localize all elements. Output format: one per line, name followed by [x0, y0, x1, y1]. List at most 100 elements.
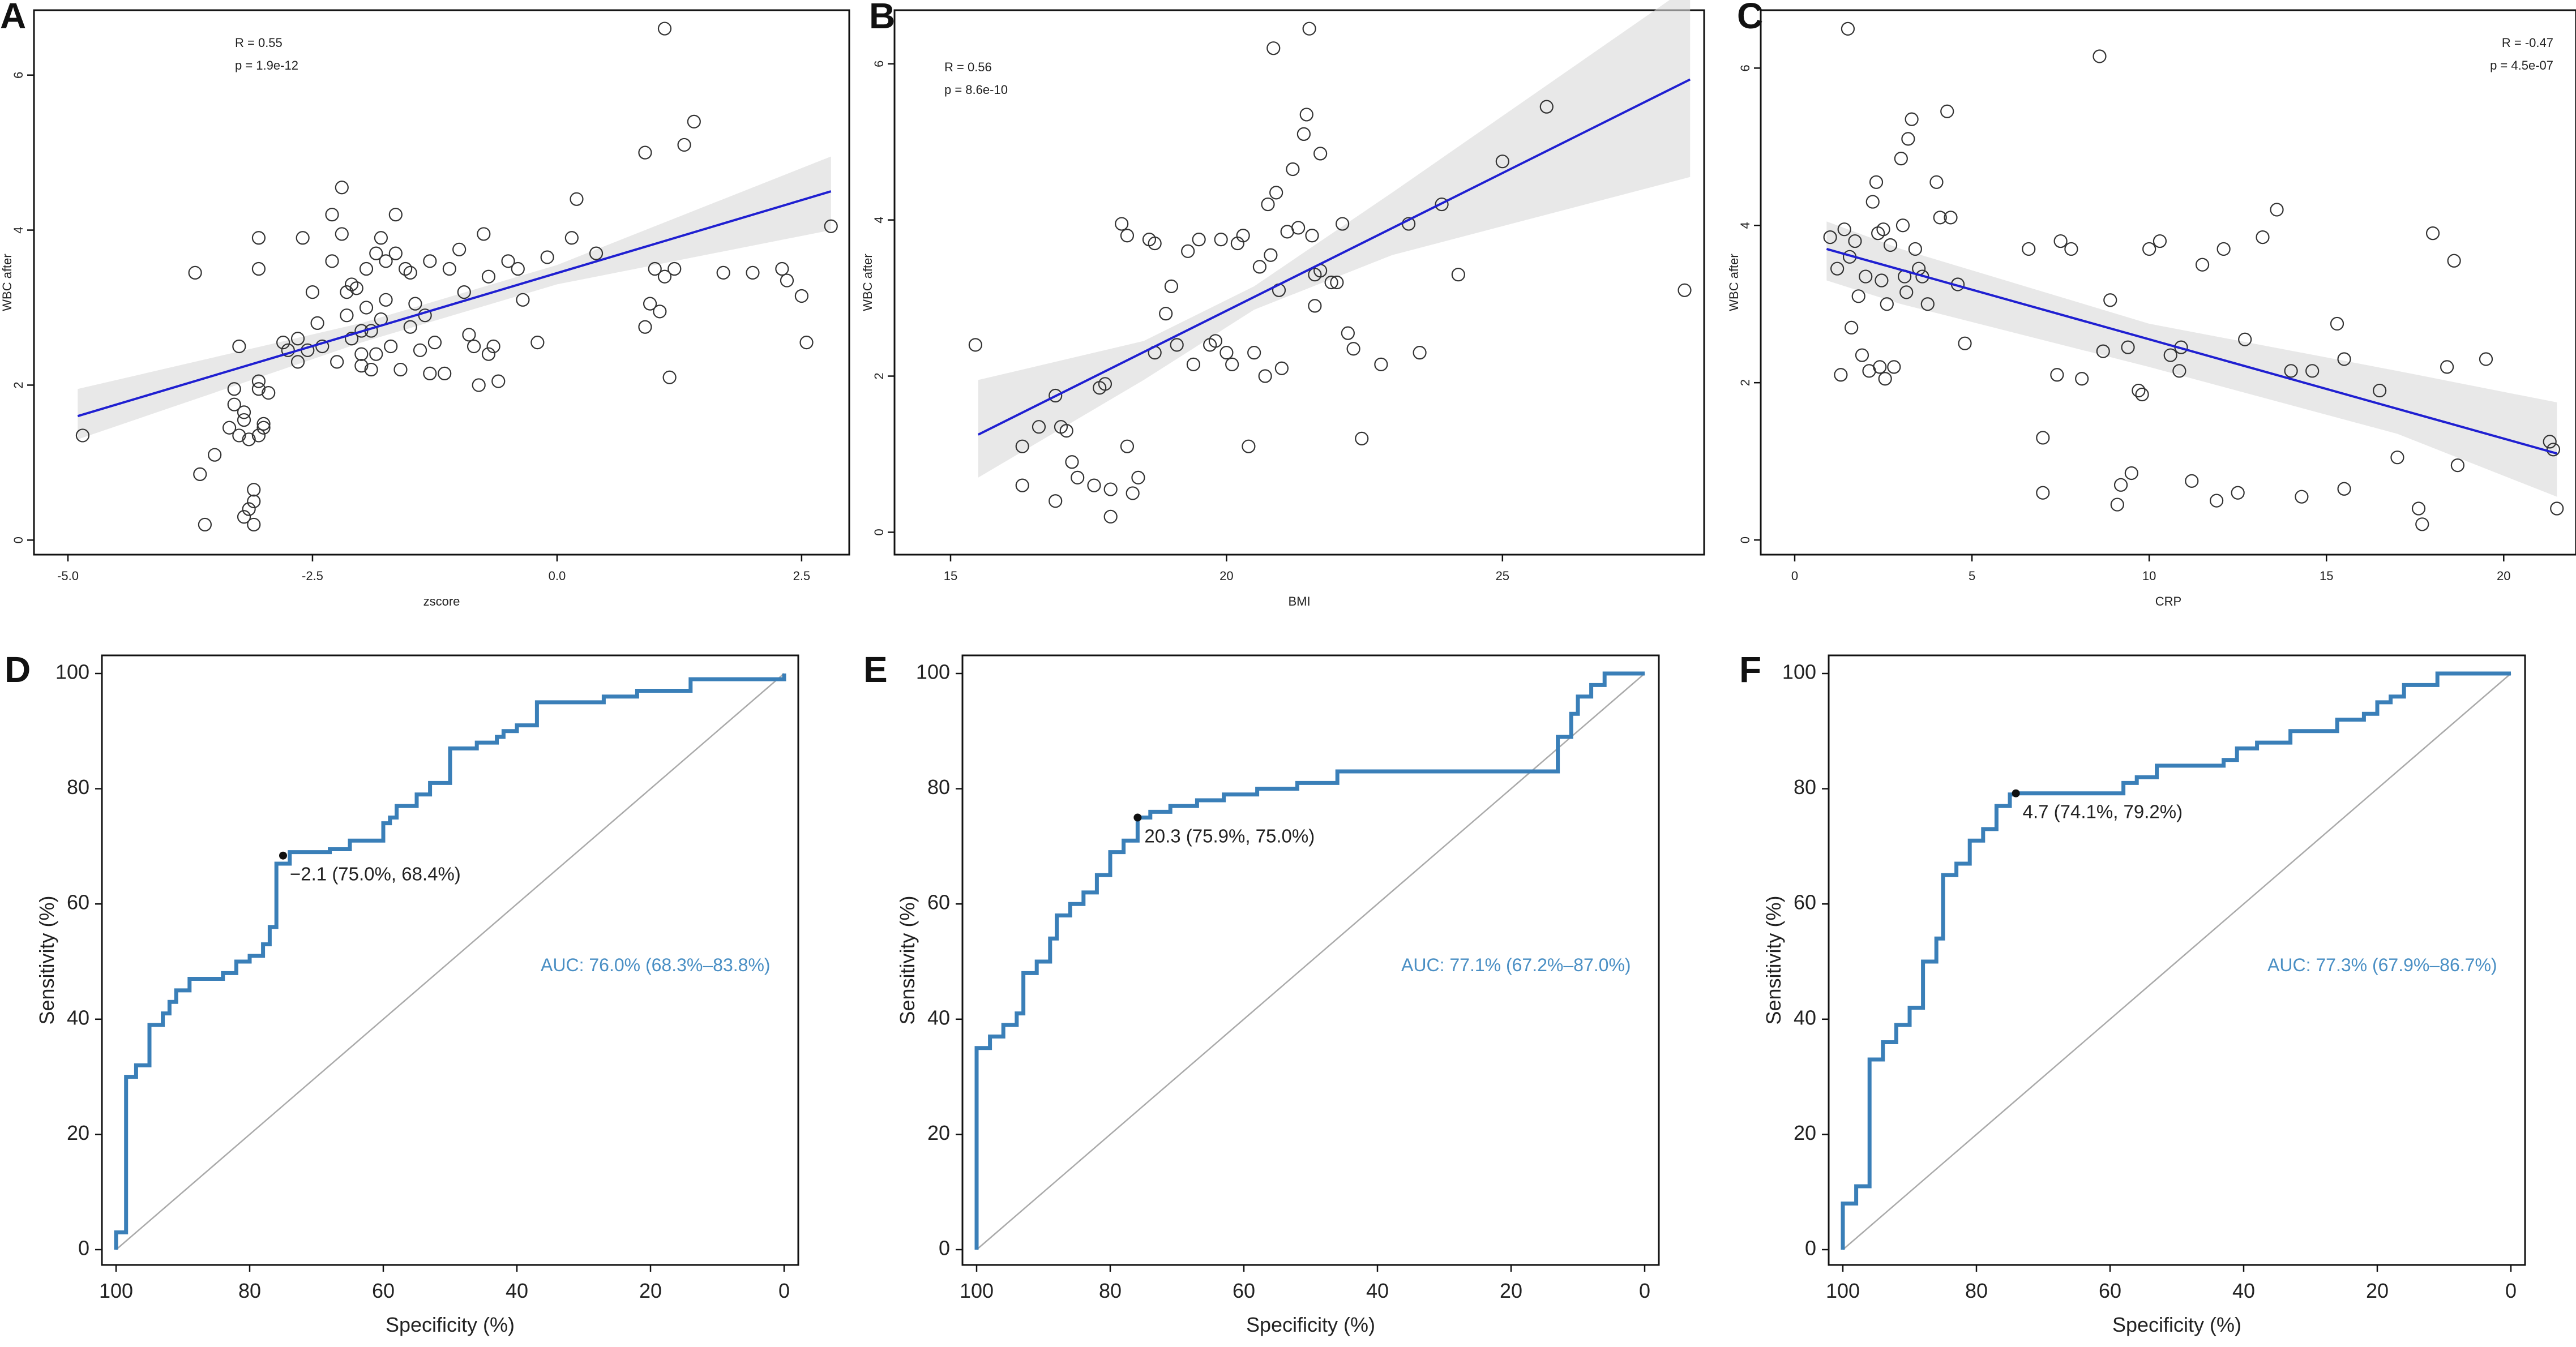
data-point: [276, 336, 290, 350]
data-point: [1291, 221, 1306, 235]
data-point: [2210, 494, 2224, 508]
data-point: [799, 336, 814, 350]
x-tick-label: 0: [2505, 1279, 2517, 1302]
data-point: [369, 347, 383, 361]
data-point: [1059, 423, 1073, 438]
panel-e: E 100 80 60 40 20 0 0 20 40 60 80 100 Specificity (%)…: [863, 649, 1660, 1336]
data-point: [354, 324, 369, 338]
data-point: [2036, 431, 2050, 445]
data-point: [1905, 112, 1919, 126]
data-point: [1032, 420, 1046, 434]
data-point: [653, 304, 667, 319]
x-axis-label: zscore: [423, 594, 460, 608]
data-point: [2373, 383, 2387, 398]
data-point: [359, 261, 374, 276]
data-point: [442, 261, 456, 276]
x-tick-label: 20: [639, 1279, 662, 1302]
x-tick-label: 0.0: [549, 569, 566, 583]
data-point: [1539, 100, 1554, 114]
data-point: [242, 432, 256, 447]
data-point: [1330, 275, 1344, 290]
data-point: [222, 421, 237, 435]
auc-label: AUC: 77.1% (67.2%–87.0%): [1401, 955, 1631, 975]
plot-frame: [893, 9, 1705, 556]
data-point: [1236, 229, 1250, 243]
data-point: [369, 246, 383, 260]
data-point: [242, 502, 256, 516]
data-point: [2050, 368, 2064, 382]
stat-r: R = 0.55: [235, 36, 283, 50]
data-point: [1869, 175, 1884, 189]
x-tick-label: 80: [238, 1279, 261, 1302]
data-point: [247, 517, 261, 532]
data-point: [1313, 147, 1328, 161]
data-point: [403, 265, 417, 280]
data-point: [824, 219, 838, 233]
y-tick-label: 2: [11, 381, 25, 388]
data-point: [780, 273, 794, 288]
data-point: [335, 181, 349, 195]
x-tick-label: -2.5: [302, 569, 323, 583]
data-point: [667, 261, 682, 276]
y-tick-label: 40: [927, 1006, 950, 1029]
data-point: [1413, 346, 1427, 360]
data-point: [423, 254, 437, 268]
data-point: [1899, 285, 1914, 299]
data-point: [1495, 155, 1509, 169]
confidence-band: [78, 156, 831, 440]
data-point: [657, 22, 672, 36]
data-point: [1225, 357, 1239, 371]
data-point: [2284, 364, 2298, 378]
data-point: [1678, 283, 1692, 297]
data-point: [2053, 234, 2068, 248]
data-point: [227, 397, 241, 411]
plot-frame: [1760, 9, 2576, 556]
data-point: [305, 285, 320, 299]
y-tick-label: 40: [67, 1006, 89, 1029]
data-point: [1834, 368, 1848, 382]
data-point: [237, 413, 251, 427]
data-point: [2330, 316, 2344, 331]
data-point: [325, 208, 339, 222]
data-point: [1901, 132, 1915, 146]
confidence-band: [978, 0, 1691, 478]
data-point: [1958, 336, 1972, 350]
data-point: [1895, 218, 1910, 233]
data-point: [290, 332, 305, 346]
x-axis-label: CRP: [2155, 594, 2181, 608]
data-point: [1944, 211, 1958, 225]
y-tick-label: 20: [927, 1121, 950, 1144]
y-tick-label: 0: [78, 1237, 89, 1260]
data-point: [413, 343, 427, 357]
data-point: [2124, 466, 2138, 481]
data-point: [1878, 372, 1892, 386]
y-tick-label: 2: [872, 372, 886, 379]
x-tick-label: 100: [960, 1279, 994, 1302]
x-tick-label: 5: [1969, 569, 1975, 583]
data-point: [1887, 360, 1901, 374]
data-point: [438, 366, 452, 380]
x-tick-label: 60: [372, 1279, 395, 1302]
data-point: [677, 138, 691, 152]
auc-label: AUC: 77.3% (67.9%–86.7%): [2267, 955, 2497, 975]
data-point: [232, 339, 246, 354]
data-point: [251, 261, 266, 276]
data-point: [2337, 482, 2351, 496]
data-point: [1875, 273, 1889, 288]
data-point: [2415, 517, 2429, 531]
x-tick-label: 20: [2497, 569, 2510, 583]
data-point: [1242, 439, 1256, 453]
y-tick-label: 80: [1794, 775, 1816, 799]
data-point: [1219, 346, 1234, 360]
y-tick-label: 0: [872, 529, 886, 535]
data-point: [1103, 482, 1118, 496]
data-point: [2022, 242, 2036, 256]
data-point: [1261, 197, 1275, 212]
data-point: [657, 269, 672, 284]
x-tick-label: 0: [1791, 569, 1798, 583]
data-point: [1305, 229, 1319, 243]
y-tick-label: 100: [55, 660, 89, 684]
data-point: [1894, 152, 1908, 166]
data-point: [251, 374, 266, 388]
